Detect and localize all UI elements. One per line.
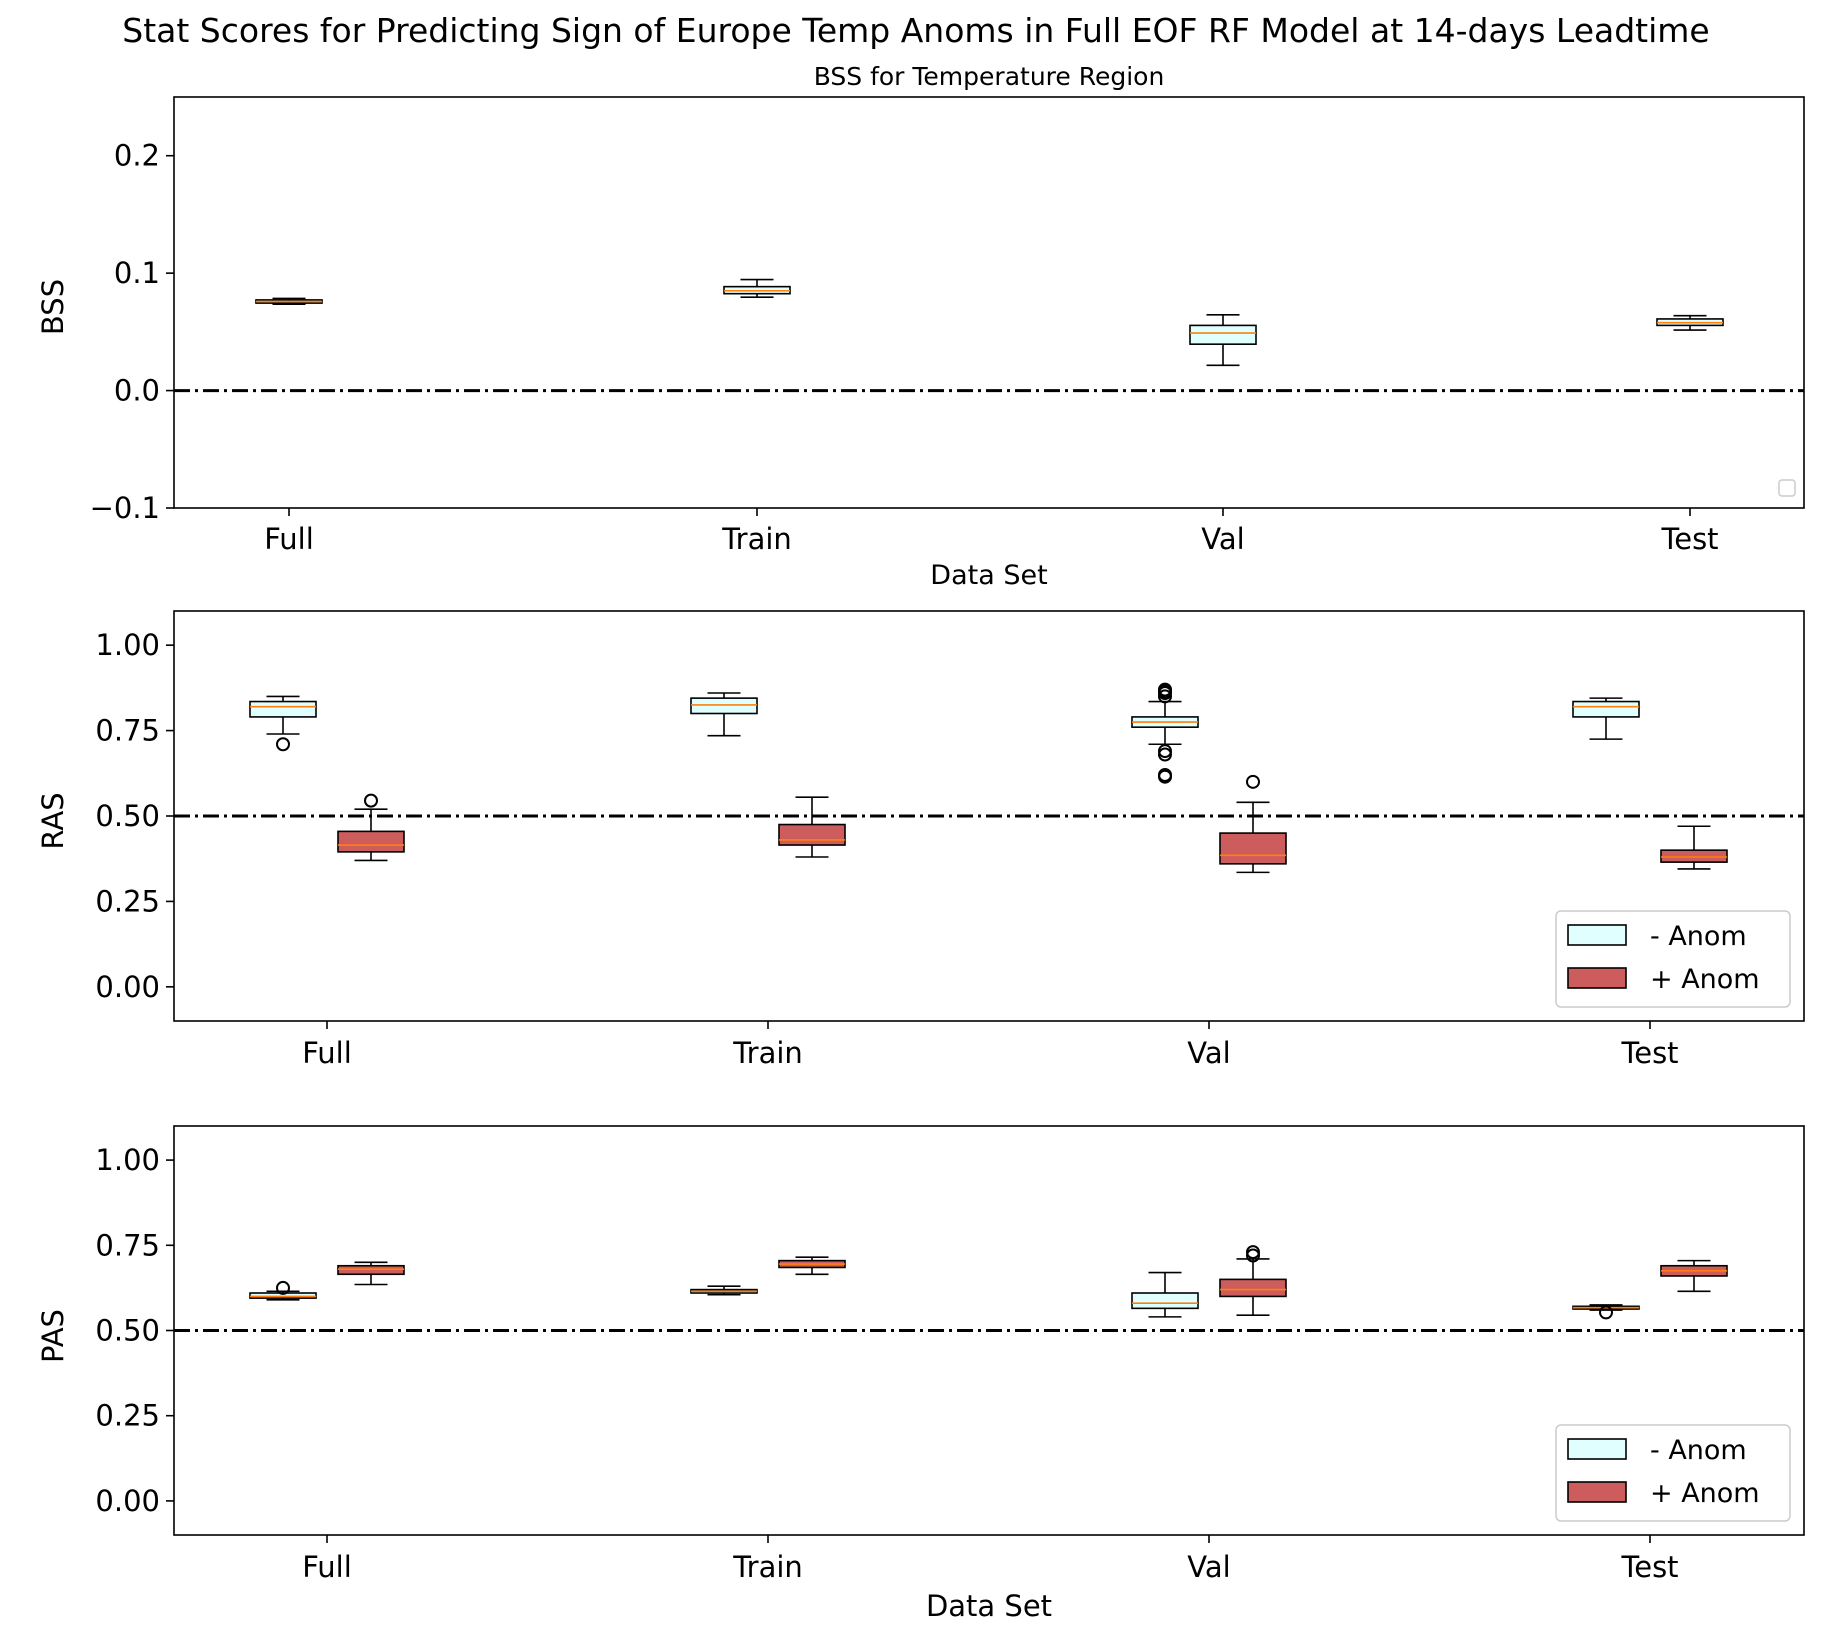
outlier-point [1158,682,1172,697]
box-body [1660,849,1728,863]
bss-x-axis-label: Data Set [930,560,1047,591]
bss-ytick-label: −0.1 [90,491,160,525]
ras-box-test-neg [1572,697,1640,740]
ras-box-test-pos [1660,825,1728,870]
box-body [1131,1292,1199,1310]
pas-box-full-pos [337,1261,405,1286]
legend-label-neg: - Anom [1650,921,1747,952]
pas-box-test-pos [1660,1259,1728,1293]
box-body [1572,700,1640,718]
ras-ytick-label: 0.75 [95,714,160,748]
bss-xtick-label-full: Full [264,522,314,556]
outlier-point [364,793,378,808]
ras-ytick-label: 0.50 [95,799,160,833]
ras-box-train-pos [778,796,846,858]
pas-ytick-label: 0.75 [95,1228,160,1262]
pas-box-train-pos [778,1256,846,1276]
pas-box-full-neg [249,1280,317,1301]
box-body [690,697,758,715]
box-body [249,700,317,718]
ras-xtick-label-full: Full [302,1036,352,1070]
ras-ytick-label: 1.00 [95,628,160,662]
ras-box-val-neg [1131,682,1199,784]
pas-ytick-label: 0.50 [95,1314,160,1348]
pas-legend: - Anom + Anom [1555,1424,1791,1522]
bss-panel: BSS for Temperature Region Data Set BSS … [36,62,1805,591]
ras-xtick-label-train: Train [732,1036,803,1070]
pas-y-axis-label: PAS [36,1309,70,1363]
box-body [337,1264,405,1276]
pas-x-axis-label: Data Set [926,1589,1052,1623]
legend-label-pos: + Anom [1650,1478,1760,1509]
pas-xtick-label-full: Full [302,1550,352,1584]
pas-ytick-label: 1.00 [95,1143,160,1177]
ras-ytick-label: 0.00 [95,970,160,1004]
box-body [1219,1278,1287,1298]
ras-box-train-neg [690,692,758,737]
pas-xtick-label-test: Test [1620,1550,1678,1584]
bss-panel-title: BSS for Temperature Region [814,62,1165,91]
ras-y-axis-label: RAS [36,792,70,849]
legend-swatch-pos [1567,967,1627,989]
box-body [1189,324,1257,345]
pas-ytick-label: 0.25 [95,1399,160,1433]
figure-title: Stat Scores for Predicting Sign of Europ… [122,11,1709,50]
outlier-point [1158,769,1172,784]
pas-box-test-neg [1572,1304,1640,1320]
bss-xtick-label-val: Val [1201,522,1244,556]
legend-swatch-neg [1567,1438,1627,1460]
bss-box-test [1656,314,1724,331]
pas-ytick-label: 0.00 [95,1484,160,1518]
box-body [778,823,846,846]
bss-ytick-label: 0.2 [114,139,160,173]
legend-label-neg: - Anom [1650,1435,1747,1466]
legend-label-pos: + Anom [1650,964,1760,995]
outlier-point [1246,1245,1260,1260]
bss-ytick-label: 0.0 [114,374,160,408]
pas-xtick-label-val: Val [1187,1550,1230,1584]
outlier-point [276,1280,290,1295]
box-body [337,830,405,853]
bss-xtick-label-test: Test [1660,522,1718,556]
bss-xtick-label-train: Train [721,522,792,556]
outlier-point [1246,774,1260,789]
outlier-point [1599,1305,1613,1320]
ras-panel: RAS 0.00 0.25 0.50 0.75 1.00 Full Train Val Test… [36,610,1805,1070]
legend-swatch-pos [1567,1481,1627,1503]
bss-box-train [723,278,791,299]
pas-panel: Data Set PAS 0.00 0.25 0.50 0.75 1.00 Full Tra… [36,1125,1805,1623]
pas-box-val-pos [1219,1245,1287,1316]
box-body [1219,832,1287,865]
pas-xtick-label-train: Train [732,1550,803,1584]
legend-swatch-neg [1567,924,1627,946]
bss-ytick-label: 0.1 [114,256,160,290]
outlier-point [276,737,290,752]
ras-legend: - Anom + Anom [1555,910,1791,1008]
bss-y-axis-label: BSS [36,279,70,335]
ras-box-full-neg [249,695,317,752]
bss-box-val [1189,314,1257,367]
pas-box-train-neg [690,1285,758,1296]
outlier-point [1158,747,1172,762]
ras-ytick-label: 0.25 [95,884,160,918]
ras-box-val-pos [1219,774,1287,874]
bss-box-full [255,297,323,306]
pas-box-val-neg [1131,1271,1199,1318]
bss-plot-area [173,96,1805,509]
ras-xtick-label-val: Val [1187,1036,1230,1070]
ras-xtick-label-test: Test [1620,1036,1678,1070]
ras-box-full-pos [337,793,405,862]
bss-legend-empty [1778,479,1796,497]
